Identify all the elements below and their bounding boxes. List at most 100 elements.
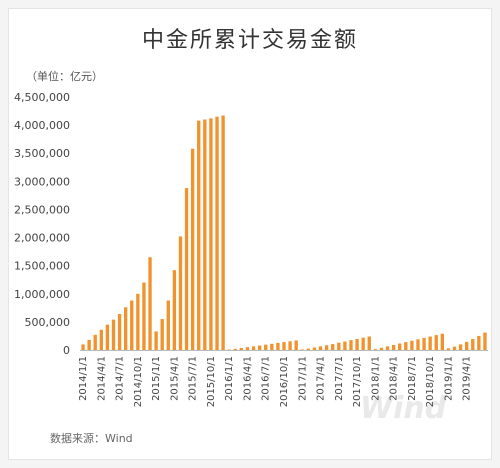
bar	[197, 120, 201, 350]
x-tick-label: 2018/1/1	[370, 356, 381, 401]
x-tick-label: 2017/1/1	[297, 356, 308, 401]
x-tick-label: 2014/10/1	[133, 356, 144, 407]
bar	[87, 339, 91, 350]
bar	[239, 348, 244, 350]
bar	[81, 344, 85, 350]
bar	[385, 346, 390, 350]
bar	[105, 324, 110, 350]
bar	[227, 349, 231, 351]
bar	[446, 348, 451, 350]
bar	[416, 339, 420, 350]
chart-title: 中金所累计交易金额	[141, 28, 358, 53]
bar	[190, 148, 195, 350]
bar	[318, 346, 323, 350]
chart-card	[8, 8, 492, 460]
x-tick-label: 2019/1/1	[443, 356, 454, 401]
x-tick-label: 2016/10/1	[279, 356, 290, 407]
bar	[166, 300, 170, 350]
x-tick-label: 2017/7/1	[334, 356, 345, 401]
x-tick-label: 2014/1/1	[78, 356, 89, 401]
bar	[124, 307, 128, 350]
y-tick-label: 500,000	[25, 316, 71, 329]
bar	[251, 346, 256, 350]
bar	[270, 343, 274, 350]
x-tick-label: 2018/7/1	[407, 356, 418, 401]
bar	[422, 337, 426, 350]
bar	[203, 119, 207, 351]
y-tick-label: 4,000,000	[14, 119, 70, 132]
x-tick-label: 2016/1/1	[224, 356, 235, 401]
x-tick-label: 2015/7/1	[188, 356, 199, 401]
bar	[215, 116, 219, 351]
bar	[209, 118, 213, 350]
bar	[477, 335, 481, 350]
bar	[306, 348, 311, 350]
bar	[361, 337, 365, 350]
bar	[136, 293, 140, 350]
y-tick-label: 4,500,000	[14, 91, 70, 104]
y-tick-label: 0	[63, 344, 70, 357]
bar	[379, 347, 384, 350]
bar	[373, 349, 378, 350]
y-tick-label: 1,500,000	[14, 260, 70, 273]
bar	[458, 344, 463, 350]
y-tick-label: 1,000,000	[14, 288, 70, 301]
bar	[440, 333, 444, 350]
bar	[257, 345, 262, 350]
bar	[483, 332, 487, 350]
bar	[410, 340, 414, 350]
bar	[245, 347, 250, 350]
x-tick-label: 2017/10/1	[352, 356, 363, 407]
y-tick-label: 2,500,000	[14, 203, 70, 216]
bar	[276, 342, 280, 350]
bar	[294, 340, 298, 350]
bar	[99, 329, 103, 350]
source-note: 数据来源：Wind	[50, 432, 133, 445]
bar	[343, 341, 347, 350]
x-tick-label: 2016/4/1	[242, 356, 253, 401]
bar	[465, 341, 469, 350]
bar	[282, 342, 286, 350]
x-tick-label: 2016/7/1	[261, 356, 272, 401]
unit-label: （单位：亿元）	[26, 70, 103, 83]
bar	[349, 340, 353, 350]
x-tick-label: 2015/4/1	[169, 356, 180, 401]
bar	[178, 236, 183, 350]
bar	[300, 349, 304, 351]
bar	[288, 341, 292, 350]
bar	[434, 335, 438, 350]
bar	[154, 331, 158, 350]
x-tick-label: 2015/1/1	[151, 356, 162, 401]
bar	[184, 188, 189, 350]
bar	[148, 257, 152, 350]
x-tick-label: 2015/10/1	[206, 356, 217, 407]
bar	[324, 345, 329, 350]
bar	[93, 334, 97, 350]
y-tick-label: 3,000,000	[14, 175, 70, 188]
bar	[221, 115, 225, 350]
bar	[428, 336, 432, 350]
bar	[471, 339, 475, 350]
bar	[404, 342, 408, 350]
x-tick-label: 2014/7/1	[115, 356, 126, 401]
bar	[160, 319, 164, 350]
bar	[111, 319, 116, 350]
bar	[367, 336, 371, 350]
bar	[355, 339, 359, 350]
x-tick-label: 2017/4/1	[316, 356, 327, 401]
bar	[130, 300, 134, 350]
x-tick-label: 2018/10/1	[425, 356, 436, 407]
bar	[233, 348, 237, 350]
bar	[391, 344, 396, 350]
x-tick-label: 2019/4/1	[462, 356, 473, 401]
bar	[398, 343, 402, 350]
bar	[331, 344, 335, 350]
bar	[142, 282, 146, 350]
bar	[452, 346, 457, 350]
bar	[264, 344, 268, 350]
bar	[312, 347, 317, 350]
bar	[117, 314, 122, 350]
watermark: Wind	[360, 391, 447, 426]
x-tick-label: 2014/4/1	[96, 356, 107, 401]
